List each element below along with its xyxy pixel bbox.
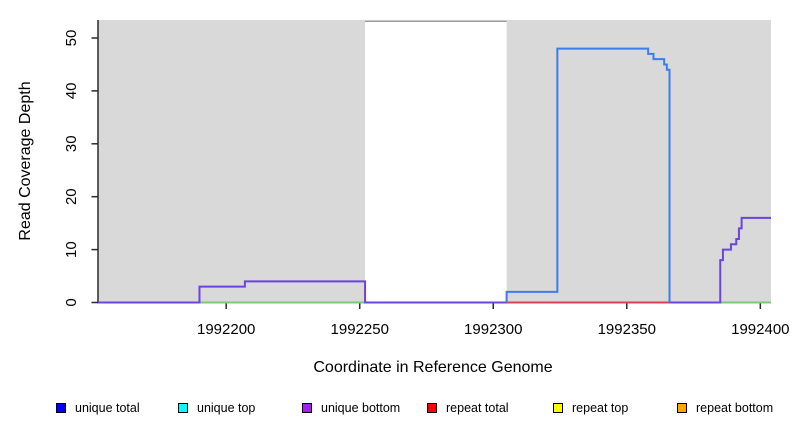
x-tick-label: 1992200 <box>197 321 255 338</box>
x-tick-label: 1992300 <box>464 321 522 338</box>
x-axis-title: Coordinate in Reference Genome <box>313 359 553 376</box>
legend-swatch-unique-top <box>178 403 188 413</box>
shaded-panel-1 <box>506 20 771 303</box>
legend-item-unique-top: unique top <box>178 401 255 415</box>
x-tick-label: 1992400 <box>731 321 789 338</box>
legend-label-repeat-bottom: repeat bottom <box>696 401 774 415</box>
legend-label-unique-top: unique top <box>197 401 256 415</box>
y-axis-title: Read Coverage Depth <box>17 81 34 241</box>
legend-item-unique-total: unique total <box>56 401 140 415</box>
legend-label-unique-total: unique total <box>75 401 140 415</box>
shaded-panel-0 <box>98 20 366 303</box>
legend-item-repeat-top: repeat top <box>553 401 628 415</box>
legend-swatch-unique-total <box>56 403 66 413</box>
y-tick-label: 20 <box>63 188 80 205</box>
y-tick-label: 40 <box>63 83 80 100</box>
legend-item-repeat-bottom: repeat bottom <box>677 401 773 415</box>
series-unique-bottom <box>98 216 771 304</box>
y-tick-label: 30 <box>63 135 80 152</box>
legend-label-repeat-total: repeat total <box>446 401 509 415</box>
y-tick-label: 10 <box>63 241 80 258</box>
legend-label-repeat-top: repeat top <box>572 401 629 415</box>
x-tick-label: 1992350 <box>598 321 656 338</box>
legend-swatch-repeat-total <box>427 403 437 413</box>
legend-label-unique-bottom: unique bottom <box>321 401 401 415</box>
legend-swatch-repeat-bottom <box>677 403 687 413</box>
y-tick-label: 0 <box>63 298 80 306</box>
y-tick-label: 50 <box>63 30 80 47</box>
legend-item-unique-bottom: unique bottom <box>302 401 400 415</box>
series-unique-total-top <box>505 47 671 303</box>
legend-swatch-unique-bottom <box>302 403 312 413</box>
legend-swatch-repeat-top <box>553 403 563 413</box>
legend-item-repeat-total: repeat total <box>427 401 509 415</box>
x-tick-label: 1992250 <box>331 321 389 338</box>
